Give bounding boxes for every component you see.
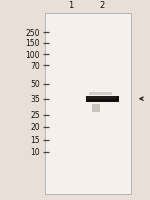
Text: 1: 1 [68,1,73,10]
Text: 2: 2 [99,1,105,10]
Bar [45,13,130,194]
Text: 20: 20 [30,123,40,132]
Bar [88,93,112,96]
Text: 50: 50 [30,80,40,89]
Bar [87,97,117,99]
Text: 100: 100 [25,51,40,60]
Text: 35: 35 [30,95,40,104]
Text: 10: 10 [30,148,40,157]
Bar [85,96,118,102]
Text: 25: 25 [30,111,40,120]
Text: 70: 70 [30,62,40,70]
Text: 150: 150 [25,39,40,48]
Text: 15: 15 [30,135,40,144]
Bar [92,105,100,112]
Text: 250: 250 [25,28,40,37]
